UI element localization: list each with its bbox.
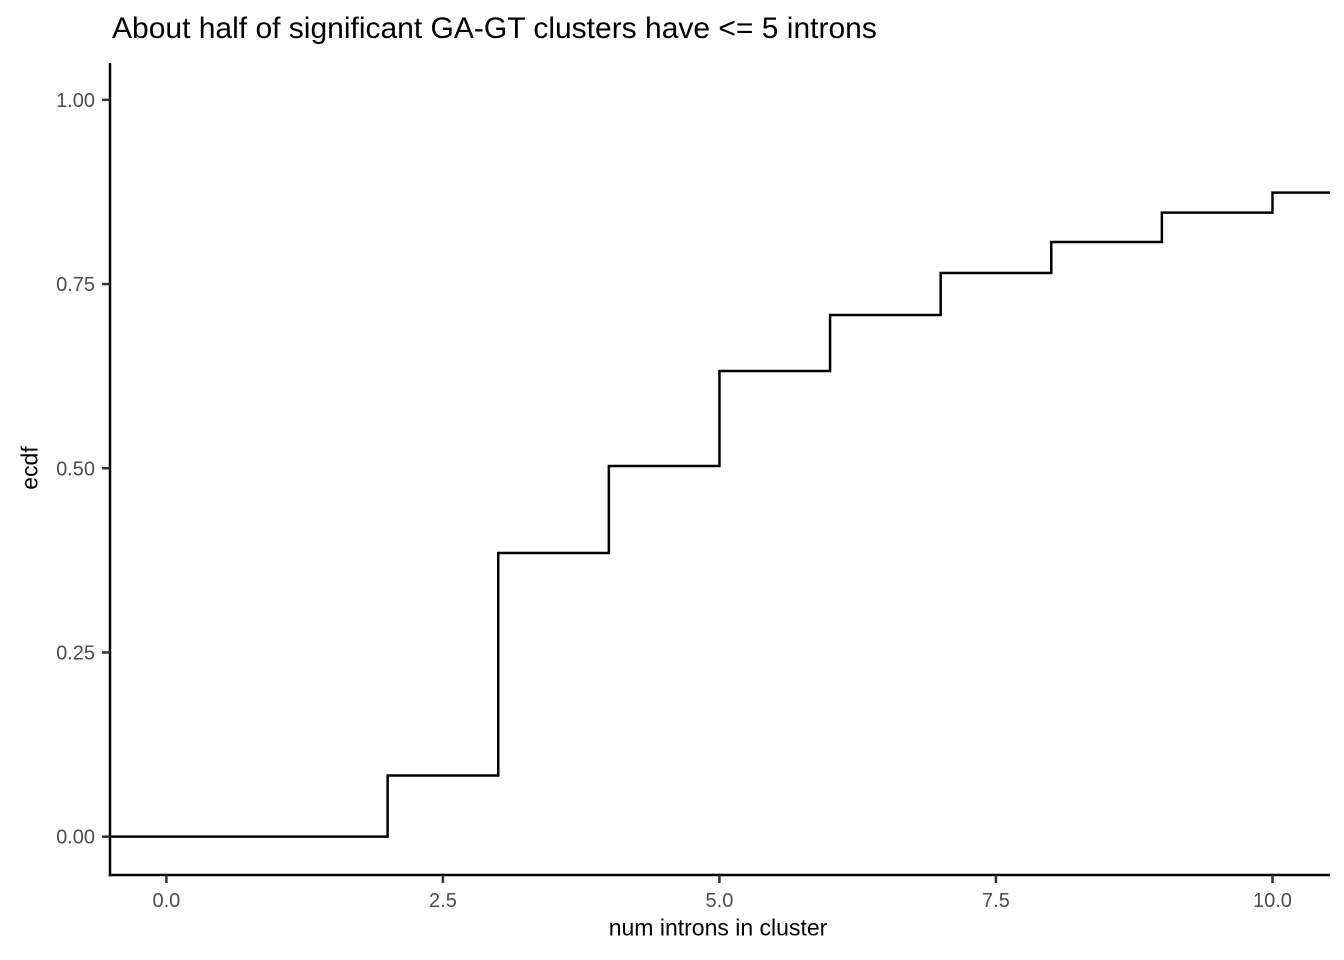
x-axis-title: num introns in cluster bbox=[608, 914, 828, 941]
y-tick-label: 0.25 bbox=[56, 642, 95, 664]
chart-title: About half of significant GA-GT clusters… bbox=[112, 12, 877, 45]
x-tick-label: 10.0 bbox=[1253, 890, 1292, 912]
y-tick-label: 0.00 bbox=[56, 827, 95, 849]
y-tick-label: 0.75 bbox=[56, 274, 95, 296]
x-tick-label: 2.5 bbox=[429, 890, 457, 912]
x-tick-label: 5.0 bbox=[706, 890, 734, 912]
x-tick-label: 7.5 bbox=[982, 890, 1010, 912]
y-tick-label: 0.50 bbox=[56, 458, 95, 480]
x-tick-label: 0.0 bbox=[153, 890, 181, 912]
ecdf-step-line bbox=[110, 191, 1330, 838]
y-tick-label: 1.00 bbox=[56, 90, 95, 112]
